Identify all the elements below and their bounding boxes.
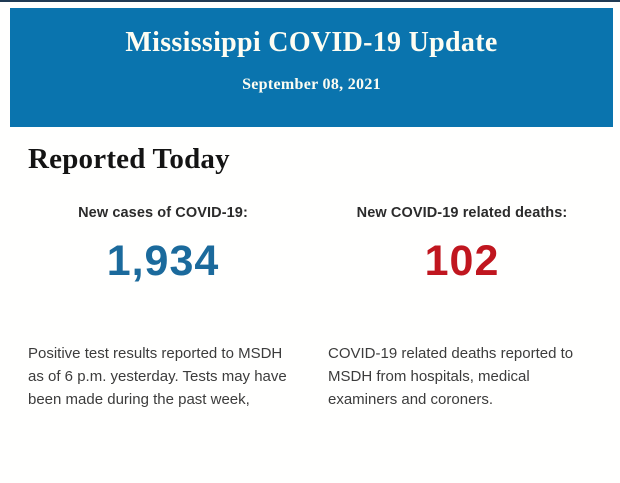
report-date: September 08, 2021 (242, 76, 381, 93)
new-deaths-description: COVID-19 related deaths reported to MSDH… (328, 345, 574, 408)
stat-new-deaths: New COVID-19 related deaths: 102 COVID-1… (310, 205, 620, 411)
page-title: Mississippi COVID-19 Update (125, 27, 498, 58)
new-deaths-label: New COVID-19 related deaths: (356, 205, 568, 221)
top-accent-line (0, 0, 620, 2)
new-cases-description: Positive test results reported to MSDH a… (28, 345, 287, 408)
header-banner: Mississippi COVID-19 Update September 08… (10, 8, 613, 127)
new-cases-value: 1,934 (106, 237, 220, 285)
section-heading: Reported Today (28, 143, 230, 175)
new-cases-label: New cases of COVID-19: (78, 205, 248, 221)
stat-new-cases: New cases of COVID-19: 1,934 Positive te… (0, 205, 310, 411)
new-deaths-value: 102 (424, 237, 500, 285)
stats-columns: New cases of COVID-19: 1,934 Positive te… (0, 205, 620, 411)
